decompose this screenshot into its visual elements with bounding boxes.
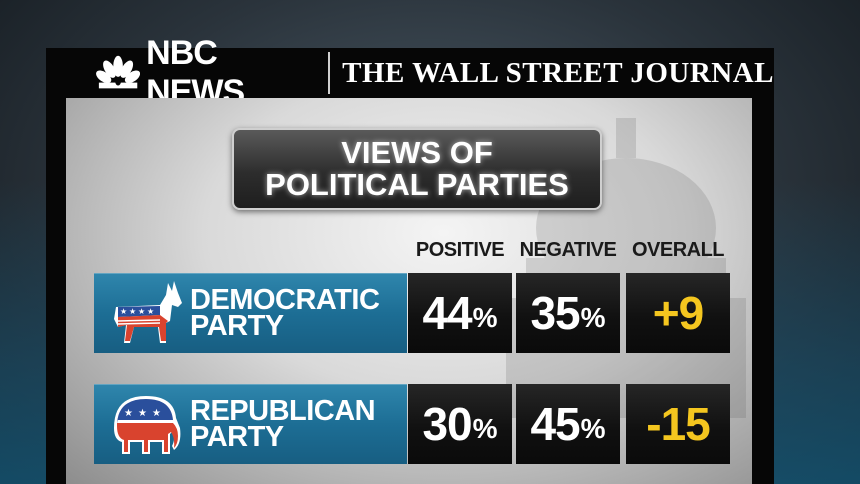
negative-number: 35: [530, 287, 580, 339]
positive-number: 44: [422, 287, 472, 339]
positive-value-democratic: 44%: [408, 273, 512, 353]
party-name-line-2: PARTY: [190, 310, 284, 342]
header-bar: NBC NEWS THE WALL STREET JOURNAL: [46, 34, 774, 111]
svg-text:★: ★: [120, 307, 127, 316]
column-header-negative: NEGATIVE: [519, 239, 617, 261]
party-name-republican: REPUBLICAN PARTY: [190, 395, 405, 453]
svg-text:★: ★: [129, 307, 136, 316]
svg-text:★: ★: [138, 307, 145, 316]
elephant-icon: ★ ★ ★: [114, 396, 181, 454]
overall-value-republican: -15: [626, 384, 730, 464]
positive-value-republican: 30%: [408, 384, 512, 464]
header-divider: [328, 52, 331, 94]
percent-sign: %: [580, 302, 606, 333]
percent-sign: %: [580, 413, 606, 444]
party-cell-republican: ★ ★ ★ REPUBLICAN PARTY: [94, 384, 407, 464]
party-name-line-1: REPUBLICAN: [190, 395, 376, 427]
donkey-icon: ★ ★ ★ ★: [114, 281, 182, 343]
party-name-line-1: DEMOCRATIC: [190, 284, 380, 316]
negative-number: 45: [530, 398, 580, 450]
negative-value-republican: 45%: [516, 384, 620, 464]
percent-sign: %: [472, 302, 498, 333]
chart-title-line-2: POLITICAL PARTIES: [265, 167, 569, 202]
overall-number: +9: [652, 287, 704, 339]
party-cell-democratic: ★ ★ ★ ★ DEMOCRATIC PARTY: [94, 273, 407, 353]
percent-sign: %: [472, 413, 498, 444]
column-header-overall: OVERALL: [631, 239, 725, 261]
positive-number: 30: [422, 398, 472, 450]
table-row-democratic: ★ ★ ★ ★ DEMOCRATIC PARTY 44% 35% +9: [94, 273, 730, 353]
chart-title-line-1: VIEWS OF: [341, 135, 493, 170]
svg-text:★: ★: [138, 408, 147, 419]
wsj-logo-text: THE WALL STREET JOURNAL: [342, 56, 774, 89]
peacock-icon: [96, 55, 141, 89]
negative-value-democratic: 35%: [516, 273, 620, 353]
svg-text:★: ★: [147, 307, 154, 316]
svg-text:★: ★: [152, 408, 161, 419]
table-row-republican: ★ ★ ★ REPUBLICAN PARTY 30% 45% -15: [94, 384, 730, 464]
chart-title-box: VIEWS OF POLITICAL PARTIES: [232, 128, 602, 210]
overall-value-democratic: +9: [626, 273, 730, 353]
svg-text:★: ★: [124, 408, 133, 419]
column-header-positive: POSITIVE: [415, 239, 505, 261]
overall-number: -15: [646, 398, 710, 450]
party-name-line-2: PARTY: [190, 421, 284, 453]
party-name-democratic: DEMOCRATIC PARTY: [190, 284, 405, 342]
